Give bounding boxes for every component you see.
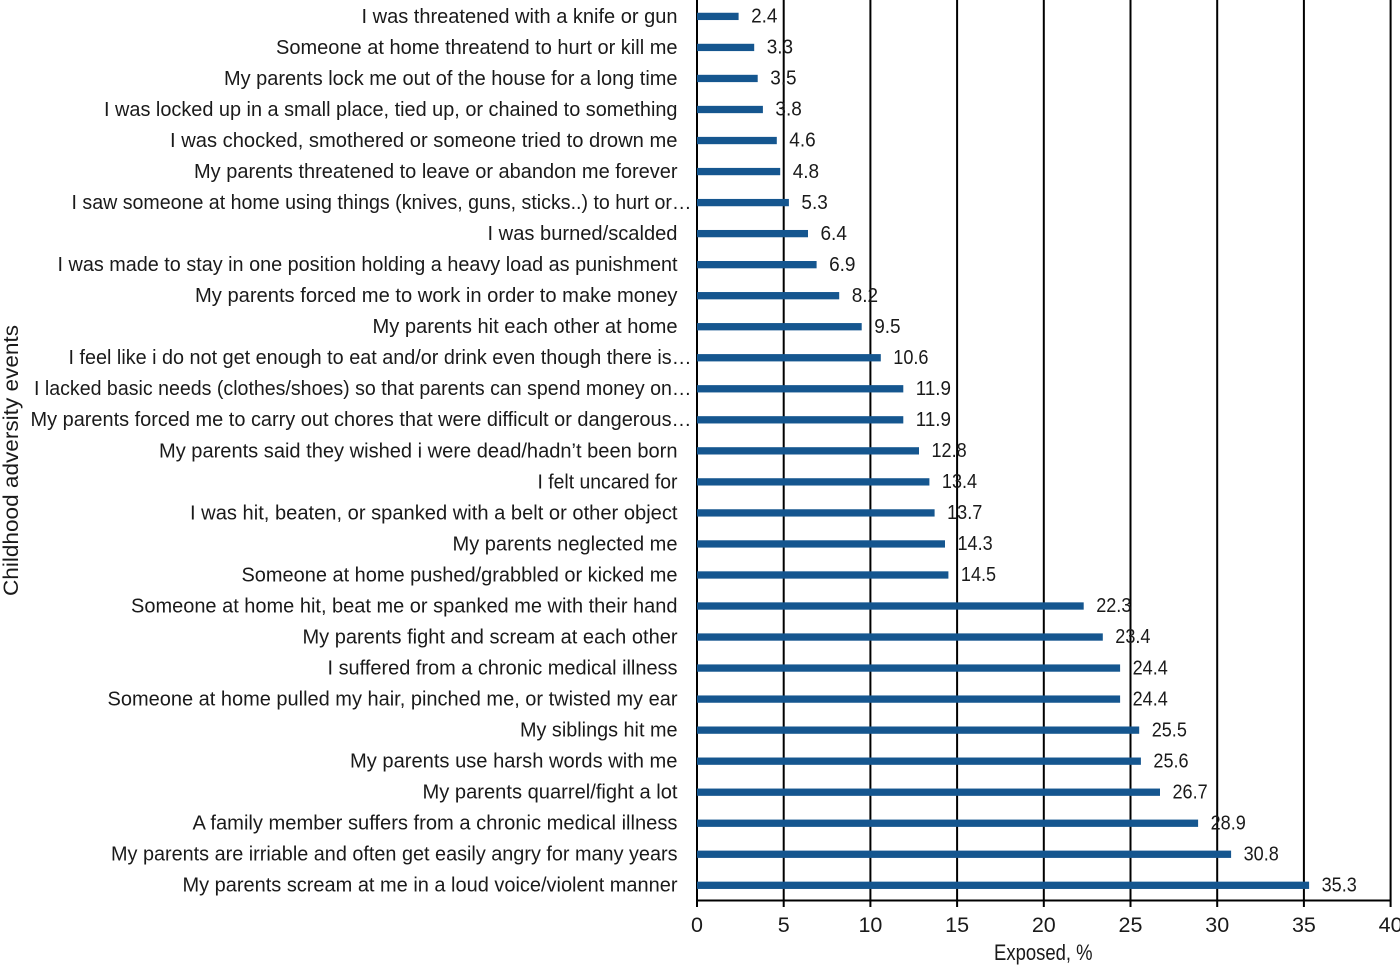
svg-text:I lacked basic needs (clothes/: I lacked basic needs (clothes/shoes) so … <box>34 378 692 400</box>
svg-text:My parents scream at me in a l: My parents scream at me in a loud voice/… <box>183 875 678 897</box>
svg-text:25: 25 <box>1119 913 1143 937</box>
svg-text:My parents neglected me: My parents neglected me <box>453 533 678 555</box>
svg-text:I was threatened with a knife: I was threatened with a knife or gun <box>362 6 678 28</box>
svg-text:Someone at home pulled my hair: Someone at home pulled my hair, pinched … <box>108 689 678 711</box>
svg-text:14.3: 14.3 <box>958 533 993 555</box>
svg-text:Someone at home threatend to h: Someone at home threatend to hurt or kil… <box>276 37 678 59</box>
svg-text:13.7: 13.7 <box>947 502 982 524</box>
svg-text:13.4: 13.4 <box>942 471 977 493</box>
svg-text:2.4: 2.4 <box>751 6 777 28</box>
svg-text:I was burned/scalded: I was burned/scalded <box>488 223 678 245</box>
svg-text:24.4: 24.4 <box>1133 657 1168 679</box>
svg-text:30: 30 <box>1205 913 1229 937</box>
svg-text:I was hit, beaten, or spanked: I was hit, beaten, or spanked with a bel… <box>190 502 678 524</box>
svg-text:A family member suffers from a: A family member suffers from a chronic m… <box>193 813 678 835</box>
svg-text:5: 5 <box>778 913 790 937</box>
svg-text:I was made to stay in one posi: I was made to stay in one position holdi… <box>58 254 678 276</box>
svg-text:My parents hit each other at h: My parents hit each other at home <box>373 316 678 338</box>
svg-text:3.5: 3.5 <box>770 68 796 90</box>
svg-text:12.8: 12.8 <box>932 440 967 462</box>
svg-text:20: 20 <box>1032 913 1056 937</box>
svg-text:4.8: 4.8 <box>793 161 819 183</box>
svg-text:6.4: 6.4 <box>821 223 847 245</box>
svg-text:3.8: 3.8 <box>775 99 801 121</box>
svg-text:My parents forced me to carry: My parents forced me to carry out chores… <box>31 409 692 431</box>
svg-text:22.3: 22.3 <box>1096 595 1131 617</box>
svg-text:30.8: 30.8 <box>1244 843 1279 865</box>
svg-text:25.6: 25.6 <box>1153 750 1188 772</box>
svg-text:25.5: 25.5 <box>1152 719 1187 741</box>
svg-text:Someone at home pushed/grabble: Someone at home pushed/grabbled or kicke… <box>242 564 678 586</box>
svg-text:Exposed, %: Exposed, % <box>994 940 1093 965</box>
svg-text:My parents are irriable and of: My parents are irriable and often get ea… <box>111 844 678 866</box>
svg-text:10: 10 <box>858 913 882 937</box>
svg-text:My parents lock me out of the: My parents lock me out of the house for … <box>224 68 678 90</box>
svg-text:My siblings hit me: My siblings hit me <box>520 720 678 742</box>
svg-text:11.9: 11.9 <box>916 409 951 431</box>
svg-text:My parents said they wished i: My parents said they wished i were dead/… <box>159 440 678 462</box>
svg-text:14.5: 14.5 <box>961 564 996 586</box>
svg-text:0: 0 <box>691 913 703 937</box>
svg-text:I was chocked, smothered or so: I was chocked, smothered or someone trie… <box>170 130 678 152</box>
svg-text:10.6: 10.6 <box>893 347 928 369</box>
svg-text:6.9: 6.9 <box>829 254 855 276</box>
svg-text:11.9: 11.9 <box>916 378 951 400</box>
svg-text:35: 35 <box>1292 913 1316 937</box>
svg-text:My parents fight and scream at: My parents fight and scream at each othe… <box>303 626 678 648</box>
svg-text:I suffered from a chronic medi: I suffered from a chronic medical illnes… <box>328 657 678 679</box>
svg-text:I saw someone at home using th: I saw someone at home using things (kniv… <box>72 192 692 214</box>
svg-text:3.3: 3.3 <box>767 37 793 59</box>
svg-text:My parents forced me to work i: My parents forced me to work in order to… <box>195 285 678 307</box>
svg-text:My parents threatened to leave: My parents threatened to leave or abando… <box>194 161 678 183</box>
svg-text:4.6: 4.6 <box>789 130 815 152</box>
svg-text:My parents quarrel/fight a lot: My parents quarrel/fight a lot <box>423 782 678 804</box>
svg-text:24.4: 24.4 <box>1133 688 1168 710</box>
svg-text:Someone at home hit, beat me o: Someone at home hit, beat me or spanked … <box>131 595 678 617</box>
svg-text:My parents use harsh words wit: My parents use harsh words with me <box>350 751 678 773</box>
svg-text:I feel like i do not get enoug: I feel like i do not get enough to eat a… <box>69 347 692 369</box>
svg-text:40: 40 <box>1379 913 1400 937</box>
svg-text:9.5: 9.5 <box>874 316 900 338</box>
svg-text:I was locked up in a small pla: I was locked up in a small place, tied u… <box>104 99 678 121</box>
svg-text:I felt uncared for: I felt uncared for <box>538 471 678 493</box>
svg-text:Childhood adversity events: Childhood adversity events <box>0 325 23 596</box>
svg-text:23.4: 23.4 <box>1115 626 1150 648</box>
svg-text:5.3: 5.3 <box>801 192 827 214</box>
svg-text:28.9: 28.9 <box>1211 812 1246 834</box>
svg-text:35.3: 35.3 <box>1322 875 1357 897</box>
svg-text:26.7: 26.7 <box>1173 781 1208 803</box>
svg-text:8.2: 8.2 <box>852 285 878 307</box>
svg-text:15: 15 <box>945 913 969 937</box>
